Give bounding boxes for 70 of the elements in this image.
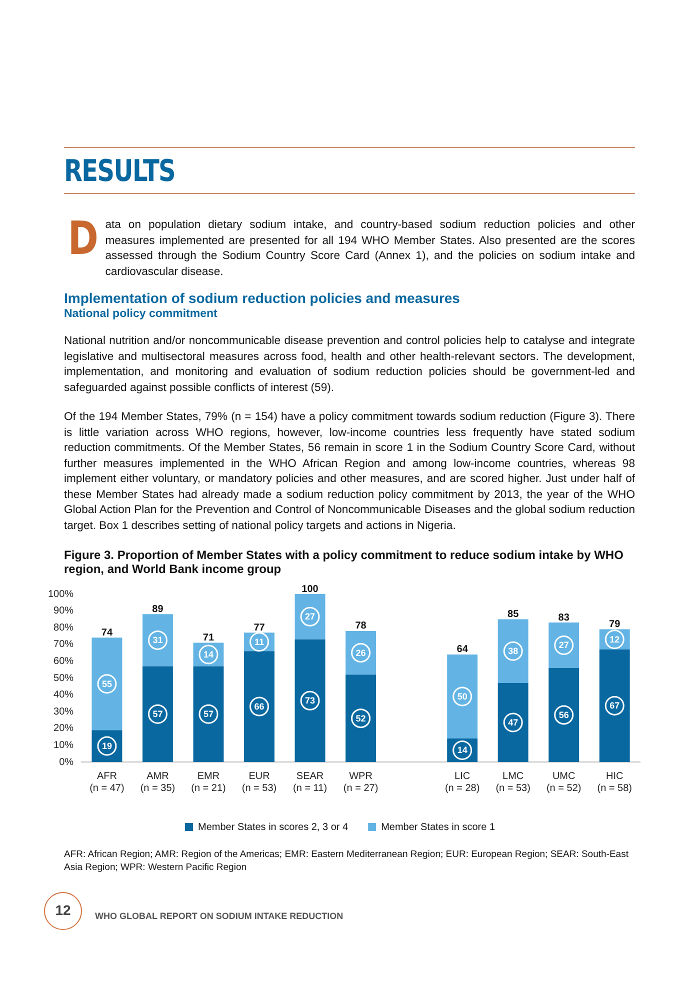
data-label: 14	[203, 649, 214, 660]
data-label: 52	[356, 713, 366, 724]
x-tick-label: LMC (n = 53)	[496, 770, 530, 794]
x-tick-label: WPR (n = 27)	[343, 770, 378, 794]
data-label: 27	[305, 612, 316, 622]
data-label: 73	[305, 696, 316, 706]
bar	[447, 654, 478, 738]
y-tick-label: 70%	[54, 639, 74, 650]
data-label: 19	[102, 741, 112, 752]
legend-label: Member States in score 1	[381, 822, 496, 833]
y-tick-label: 60%	[54, 656, 74, 667]
text: RESULTS	[64, 154, 176, 189]
bar	[193, 666, 224, 762]
text: 12	[54, 902, 72, 918]
total-label: 78	[355, 620, 367, 632]
data-label: 50	[457, 691, 468, 702]
x-tick-label: LIC (n = 28)	[444, 770, 480, 794]
data-label: 11	[254, 636, 264, 647]
data-label: 55	[102, 678, 112, 689]
y-tick-label: 100%	[48, 588, 74, 600]
data-label: 31	[152, 635, 163, 646]
text: Of the 194 Member States, 79% (n = 154) have a policy commitment towards sodium reduction (Figure 3). There is little variation across WHO regions, however, low-income countries less frequently have stated sodium reduction commitments. Of the Member States, 56 remain in score 1 in the Sodium Country Score Card, without further measures implemented in the WHO African Region and among low-income countries, whereas 98 implement either voluntary, or mandatory policies and other measures, and are scored higher. Just under half of these Member States had already made a sodium reduction policy commitment by 2013, the year of the WHO Global Action Plan for the Prevention and Control of Noncommunicable Diseases and the global sodium reduction target. Box 1 describes setting of national policy targets and actions in Nigeria.	[64, 410, 635, 534]
x-tick-label: AFR (n = 47)	[90, 770, 124, 794]
total-label: 71	[202, 632, 214, 644]
data-label: 26	[356, 648, 366, 658]
text: National nutrition and/or noncommunicable disease prevention and control policies help to catalyse and integrate legislative and multisectoral measures across food, health and other health-relevant sectors. The development, implementation, and monitoring and evaluation of sodium reduction policies should be government-led and safeguarded against possible conflicts of interest (59).	[64, 334, 635, 396]
y-tick-label: 20%	[54, 723, 74, 734]
y-tick-label: 10%	[54, 740, 74, 751]
bar	[498, 683, 528, 762]
x-tick-label: EUR (n = 53)	[242, 770, 277, 794]
total-label: 77	[254, 622, 266, 634]
data-label: 14	[457, 745, 468, 756]
total-label: 64	[456, 644, 468, 656]
x-tick-label: SEAR (n = 11)	[293, 770, 328, 794]
text: AFR: African Region; AMR: Region of the Americas; EMR: Eastern Mediterranean Region; EUR: European Region; SEAR: South-East Asia Region; WPR: Western Pacific Region	[64, 848, 630, 874]
total-label: 74	[101, 627, 113, 638]
bar	[346, 674, 376, 762]
x-tick-label: UMC (n = 52)	[546, 770, 582, 794]
total-label: 85	[508, 608, 520, 620]
text: Implementation of sodium reduction policies and measures	[64, 290, 461, 306]
x-tick-label: EMR (n = 21)	[191, 770, 226, 794]
chart-title: Figure 3. Proportion of Member States with a policy commitment to reduce sodium intake by WHO region, and World Bank income group	[64, 548, 624, 576]
y-tick-label: 80%	[54, 622, 74, 634]
data-label: 12	[610, 634, 620, 644]
data-label: 56	[558, 710, 569, 720]
data-label: 57	[203, 709, 214, 720]
total-label: 83	[558, 612, 570, 624]
bar	[142, 666, 173, 762]
y-tick-label: 0%	[59, 756, 74, 768]
total-label: 89	[152, 604, 164, 615]
y-tick-label: 40%	[54, 690, 74, 701]
data-label: 47	[508, 718, 518, 728]
x-tick-label: HIC (n = 58)	[597, 770, 632, 794]
text: WHO GLOBAL REPORT ON SODIUM INTAKE REDUCTION	[95, 911, 344, 921]
data-label: 27	[558, 640, 569, 650]
data-label: 67	[610, 700, 620, 711]
total-label: 100	[302, 584, 319, 595]
legend-label: Member States in scores 2, 3 or 4	[198, 822, 348, 833]
bar	[294, 639, 326, 762]
text: National policy commitment	[64, 308, 218, 320]
bar	[92, 638, 122, 730]
bar	[548, 668, 580, 762]
x-tick-label: AMR (n = 35)	[140, 770, 176, 794]
data-label: 38	[508, 646, 518, 656]
y-tick-label: 50%	[54, 672, 74, 684]
total-label: 79	[609, 619, 621, 630]
y-tick-label: 90%	[54, 606, 74, 617]
y-tick-label: 30%	[54, 706, 74, 718]
data-label: 57	[152, 709, 163, 720]
data-label: 66	[254, 702, 264, 712]
